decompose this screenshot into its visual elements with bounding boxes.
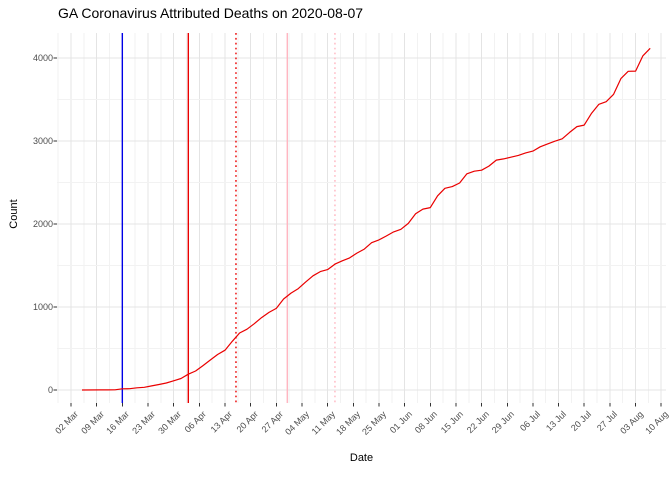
x-axis-title: Date [349, 452, 374, 464]
chart-title: GA Coronavirus Attributed Deaths on 2020… [58, 5, 364, 21]
y-tick-label: 4000 [32, 53, 53, 63]
y-tick-label: 2000 [32, 219, 53, 229]
y-tick-label: 1000 [32, 302, 53, 312]
y-tick-label: 3000 [32, 136, 53, 146]
y-tick-label: 0 [47, 385, 53, 395]
series-line-cumulative-deaths [81, 47, 651, 391]
